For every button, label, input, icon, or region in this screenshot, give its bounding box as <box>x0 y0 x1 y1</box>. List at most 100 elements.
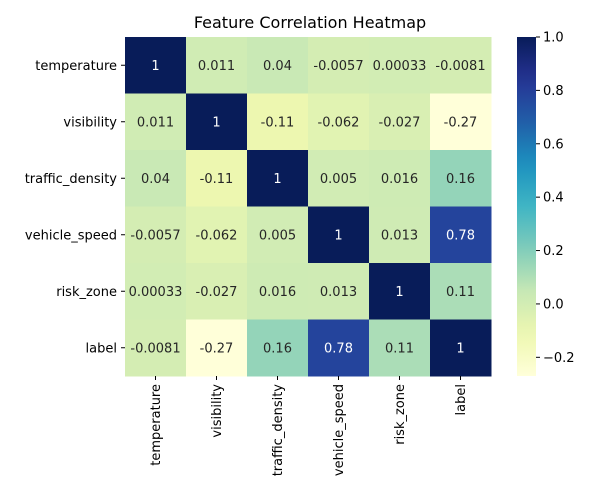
heatmap-cell <box>308 37 370 94</box>
cell-value-label: 1 <box>395 285 403 300</box>
heatmap-cell <box>308 206 370 264</box>
colorbar-tick-label: 0.8 <box>543 84 564 99</box>
heatmap-cell <box>186 37 248 94</box>
cell-value-label: 0.013 <box>320 285 357 300</box>
heatmap-cells <box>125 37 492 377</box>
heatmap-cell <box>186 319 248 377</box>
cell-value-label: 0.11 <box>385 341 414 356</box>
heatmap-cell <box>125 263 187 320</box>
column-tick-label: temperature <box>149 384 164 466</box>
cell-value-label: -0.11 <box>261 115 295 130</box>
heatmap-cell <box>430 319 492 377</box>
cell-value-label: 0.78 <box>446 228 475 243</box>
cell-value-label: 1 <box>456 341 464 356</box>
heatmap-cell <box>308 93 370 151</box>
row-tick-label: temperature <box>35 59 117 74</box>
cell-value-label: 0.016 <box>381 172 418 187</box>
cell-value-label: 0.16 <box>446 172 475 187</box>
heatmap-cell <box>369 150 431 207</box>
row-tick-label: traffic_density <box>25 172 118 187</box>
row-tick-label: risk_zone <box>56 285 117 300</box>
cell-value-label: -0.11 <box>200 172 234 187</box>
row-tick-label: vehicle_speed <box>25 228 117 243</box>
heatmap-cell <box>369 37 431 94</box>
heatmap-cell <box>430 37 492 94</box>
row-tick-labels: temperature visibility traffic_densityvehi… <box>25 59 125 356</box>
heatmap-cell <box>308 319 370 377</box>
heatmap-cell <box>247 206 309 264</box>
row-tick-label: visibility <box>63 115 117 130</box>
cell-value-label: 0.04 <box>141 172 170 187</box>
heatmap-cell <box>308 150 370 207</box>
heatmap-cell <box>369 93 431 151</box>
heatmap-cell <box>125 93 187 151</box>
cell-value-label: 0.016 <box>259 285 296 300</box>
colorbar-tick-label: −0.2 <box>543 351 575 366</box>
column-tick-labels: temperature visibility traffic_density vehi… <box>149 376 469 476</box>
cell-value-label: 0.78 <box>324 341 353 356</box>
cell-value-label: 1 <box>151 59 159 74</box>
cell-value-label: 0.00033 <box>129 285 183 300</box>
cell-value-label: 0.005 <box>259 228 296 243</box>
cell-value-label: -0.027 <box>379 115 421 130</box>
cell-value-label: 0.011 <box>198 59 235 74</box>
cell-value-label: -0.27 <box>200 341 234 356</box>
cell-value-label: 1 <box>334 228 342 243</box>
heatmap-cell <box>369 263 431 320</box>
heatmap-cell <box>430 263 492 320</box>
column-tick-label: risk_zone <box>393 384 408 445</box>
heatmap-cell <box>186 150 248 207</box>
heatmap-cell <box>247 319 309 377</box>
colorbar-ticks: −0.2 0.0 0.2 0.4 0.6 0.8 1.0 <box>536 31 575 366</box>
cell-value-label: -0.0081 <box>435 59 485 74</box>
heatmap-cell <box>125 150 187 207</box>
cell-value-label: 0.04 <box>263 59 292 74</box>
column-tick-label: traffic_density <box>271 384 286 477</box>
cell-value-label: 1 <box>212 115 220 130</box>
cell-value-label: -0.27 <box>444 115 478 130</box>
heatmap-cell <box>369 206 431 264</box>
cell-value-label: -0.0057 <box>313 59 363 74</box>
heatmap-cell <box>308 263 370 320</box>
cell-value-label: 0.00033 <box>373 59 427 74</box>
colorbar-tick-label: 0.0 <box>543 297 564 312</box>
heatmap-cell <box>125 206 187 264</box>
heatmap-cell <box>430 206 492 264</box>
heatmap-cell <box>186 263 248 320</box>
heatmap-cell <box>186 93 248 151</box>
row-tick-label: label <box>86 341 117 356</box>
heatmap-cell <box>247 93 309 151</box>
cell-value-label: -0.027 <box>196 285 238 300</box>
colorbar-tick-label: 0.4 <box>543 191 564 206</box>
heatmap-cell <box>247 37 309 94</box>
cell-value-label: -0.062 <box>196 228 238 243</box>
cell-value-label: 0.005 <box>320 172 357 187</box>
chart-title: Feature Correlation Heatmap <box>194 13 426 32</box>
heatmap-cell <box>430 93 492 151</box>
heatmap-cell <box>186 206 248 264</box>
heatmap-cell <box>247 263 309 320</box>
cell-value-label: 0.013 <box>381 228 418 243</box>
column-tick-label: visibility <box>210 384 225 438</box>
colorbar <box>517 37 536 376</box>
heatmap-cell <box>430 150 492 207</box>
column-tick-label: vehicle_speed <box>332 384 347 476</box>
cell-value-label: -0.0057 <box>130 228 180 243</box>
heatmap-cell <box>247 150 309 207</box>
cell-value-label: 0.16 <box>263 341 292 356</box>
colorbar-tick-label: 0.6 <box>543 137 564 152</box>
heatmap-cell-labels: 1 0.011 0.04 -0.0057 0.00033 -0.0081 0.011 1 -0.… <box>129 59 486 357</box>
colorbar-tick-label: 1.0 <box>543 31 564 46</box>
heatmap-cell <box>369 319 431 377</box>
cell-value-label: -0.0081 <box>130 341 180 356</box>
heatmap-cell <box>125 37 187 94</box>
column-tick-label: label <box>454 384 469 415</box>
cell-value-label: -0.062 <box>318 115 360 130</box>
heatmap-cell <box>125 319 187 377</box>
cell-value-label: 1 <box>273 172 281 187</box>
cell-value-label: 0.011 <box>137 115 174 130</box>
cell-value-label: 0.11 <box>446 285 475 300</box>
colorbar-tick-label: 0.2 <box>543 244 564 259</box>
